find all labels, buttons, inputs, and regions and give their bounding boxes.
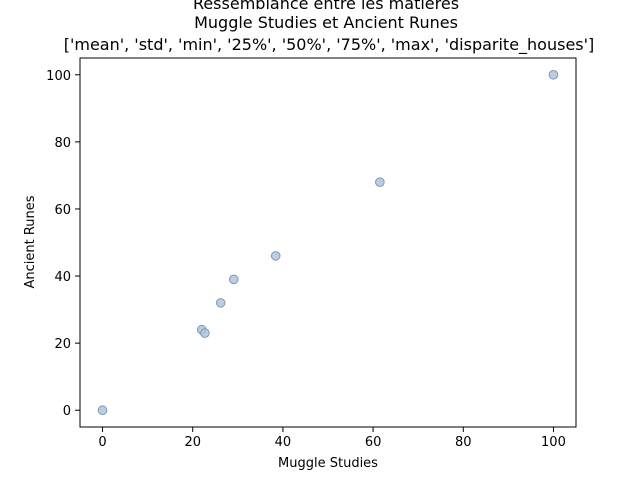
chart-title: Ressemblance entre les matières Muggle S… (64, 0, 595, 55)
y-axis-label: Ancient Runes (23, 195, 38, 288)
scatter-point (97, 405, 108, 416)
y-tick-label: 0 (63, 404, 71, 419)
scatter-point (228, 274, 239, 285)
y-tick-label: 60 (54, 203, 71, 218)
x-axis-ticks: 0 20 40 60 80 100 (98, 427, 566, 450)
title-line-3: ['mean', 'std', 'min', '25%', '50%', '75… (64, 35, 595, 55)
axes-frame (79, 57, 577, 428)
y-tick-label: 80 (54, 136, 71, 151)
title-line-2: Muggle Studies et Ancient Runes (194, 13, 458, 32)
x-tick-label: 20 (184, 435, 201, 450)
x-tick-label: 40 (275, 435, 292, 450)
title-line-1: Ressemblance entre les matières (193, 0, 459, 13)
y-axis-ticks: 0 20 40 60 80 100 (46, 69, 80, 419)
x-tick-label: 0 (98, 435, 106, 450)
data-points (97, 69, 559, 416)
y-tick-label: 100 (46, 69, 71, 84)
x-tick-label: 100 (541, 435, 566, 450)
x-axis-label: Muggle Studies (278, 456, 378, 471)
x-tick-label: 80 (455, 435, 472, 450)
scatter-point (375, 177, 385, 187)
scatter-point (200, 328, 210, 338)
y-tick-label: 40 (54, 270, 71, 285)
scatter-point (215, 298, 226, 308)
scatter-point (270, 251, 281, 261)
plot-area: 0 20 40 60 80 100 0 20 40 60 80 100 (46, 57, 577, 450)
x-tick-label: 60 (365, 435, 382, 450)
scatter-point (548, 69, 559, 80)
y-tick-label: 20 (54, 337, 71, 352)
